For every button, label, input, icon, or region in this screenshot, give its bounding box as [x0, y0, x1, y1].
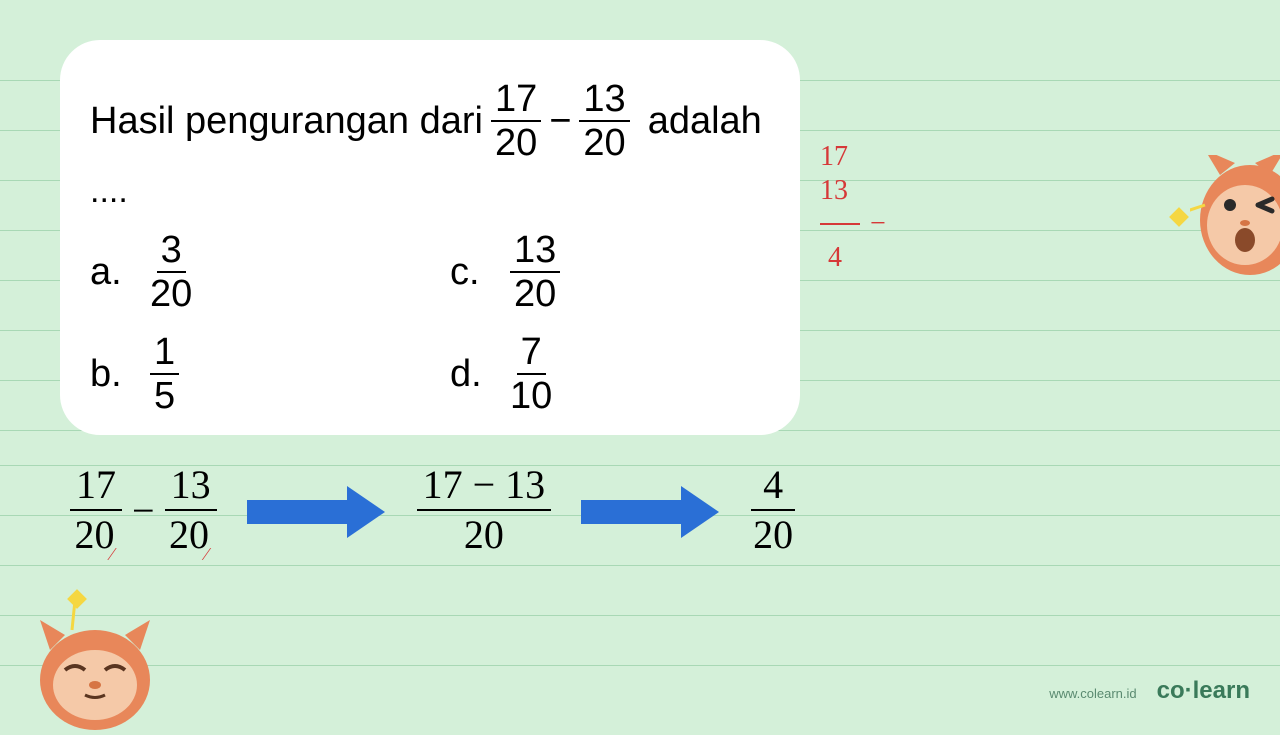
step1-op: − — [132, 487, 155, 534]
prompt-pre: Hasil pengurangan dari — [90, 100, 483, 143]
ellipsis: .... — [90, 172, 770, 211]
footer-url: www.colearn.id — [1049, 686, 1136, 701]
hw-result: 4 — [820, 241, 886, 275]
footer-logo: co·learn — [1157, 677, 1250, 705]
option-d: d. 7 10 — [450, 333, 770, 415]
arrow-icon — [581, 490, 721, 530]
option-a-fraction: 3 20 — [150, 231, 192, 313]
solution-steps: 17 20⁄ − 13 20⁄ 17 − 13 20 4 20 — [70, 465, 795, 555]
option-c: c. 13 20 — [450, 231, 770, 313]
step-2: 17 − 13 20 — [417, 465, 552, 555]
mascot-cat-right-icon — [1190, 155, 1280, 285]
prompt-post: adalah — [648, 100, 762, 143]
hw-minus: − — [870, 207, 886, 241]
footer: www.colearn.id co·learn — [1049, 677, 1250, 705]
question-prompt: Hasil pengurangan dari 17 20 − 13 20 ada… — [90, 80, 770, 162]
mascot-cat-bottom-icon — [30, 600, 160, 730]
option-d-fraction: 7 10 — [510, 333, 552, 415]
minus-operator: − — [549, 100, 571, 143]
option-b: b. 1 5 — [90, 333, 410, 415]
step1-frac2: 13 20⁄ — [165, 465, 217, 555]
option-c-fraction: 13 20 — [510, 231, 560, 313]
question-fraction-2: 13 20 — [579, 80, 629, 162]
option-b-fraction: 1 5 — [150, 333, 179, 415]
hw-mid: 13 — [820, 174, 848, 208]
step-3: 4 20 — [751, 465, 795, 555]
step1-frac1: 17 20⁄ — [70, 465, 122, 555]
option-a: a. 3 20 — [90, 231, 410, 313]
hw-line — [820, 223, 860, 225]
arrow-icon — [247, 490, 387, 530]
handwritten-calculation: 17 13 − 4 — [820, 140, 886, 274]
step-1: 17 20⁄ − 13 20⁄ — [70, 465, 217, 555]
question-card: Hasil pengurangan dari 17 20 − 13 20 ada… — [60, 40, 800, 435]
hw-top: 17 — [820, 140, 886, 174]
options-grid: a. 3 20 c. 13 20 b. 1 5 d. 7 10 — [90, 231, 770, 415]
question-fraction-1: 17 20 — [491, 80, 541, 162]
